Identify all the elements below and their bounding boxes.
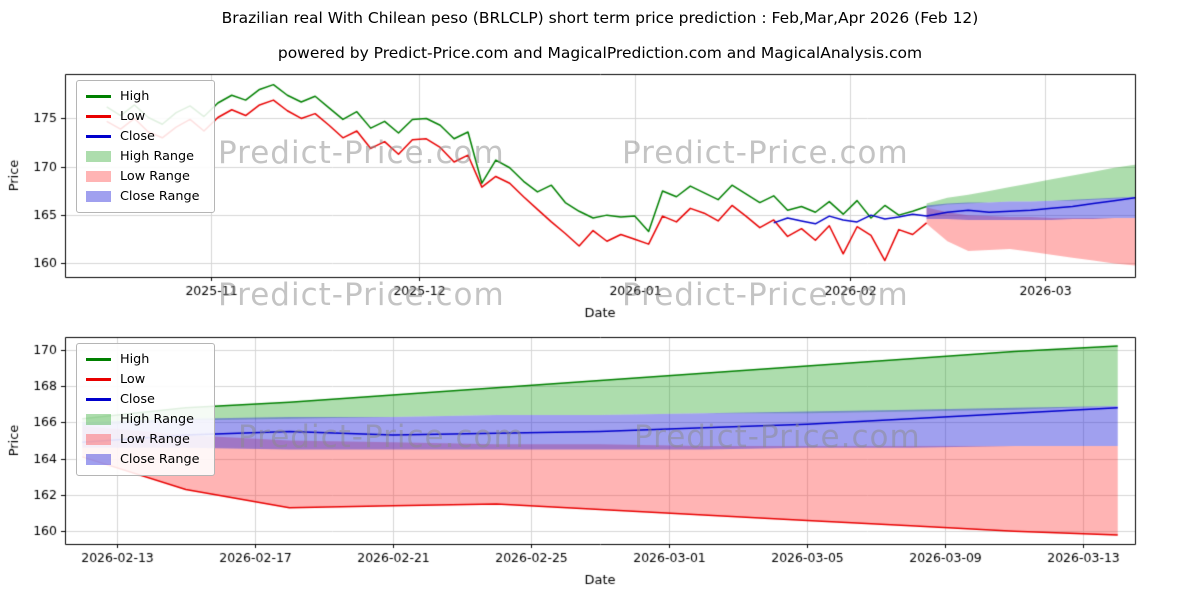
legend-item: Low Range — [86, 169, 200, 184]
legend-item: Close — [86, 392, 200, 407]
legend-item: High Range — [86, 149, 200, 164]
legend-item: Low — [86, 109, 200, 124]
legend-label: Low — [120, 372, 146, 387]
chart-subtitle: powered by Predict-Price.com and Magical… — [277, 44, 923, 62]
close-range-swatch — [86, 454, 111, 465]
legend-item: High — [86, 89, 200, 104]
legend-label: High — [120, 352, 150, 367]
low-range-swatch — [86, 171, 111, 182]
legend-item: Close Range — [86, 189, 200, 204]
legend-label: High Range — [120, 412, 195, 427]
legend-label: Low — [120, 109, 146, 124]
low-line-swatch — [86, 378, 111, 381]
close-line-swatch — [86, 398, 111, 401]
high-line-swatch — [86, 95, 111, 98]
legend-label: Low Range — [120, 432, 190, 447]
legend-item: High — [86, 352, 200, 367]
legend-label: High — [120, 89, 150, 104]
legend-top-chart: High Low Close High Range Low Range Clos… — [76, 80, 215, 213]
legend-item: Close Range — [86, 452, 200, 467]
low-line-swatch — [86, 115, 111, 118]
legend-label: Close Range — [120, 452, 200, 467]
legend-label: Close Range — [120, 189, 200, 204]
chart-title: Brazilian real With Chilean peso (BRLCLP… — [221, 9, 979, 27]
legend-label: Close — [120, 129, 155, 144]
legend-item: Low Range — [86, 432, 200, 447]
legend-bottom-chart: High Low Close High Range Low Range Clos… — [76, 343, 215, 476]
legend-label: Low Range — [120, 169, 190, 184]
high-line-swatch — [86, 358, 111, 361]
high-range-swatch — [86, 414, 111, 425]
legend-item: Low — [86, 372, 200, 387]
low-range-swatch — [86, 434, 111, 445]
legend-label: High Range — [120, 149, 195, 164]
close-range-swatch — [86, 191, 111, 202]
close-line-swatch — [86, 135, 111, 138]
high-range-swatch — [86, 151, 111, 162]
legend-item: High Range — [86, 412, 200, 427]
legend-label: Close — [120, 392, 155, 407]
legend-item: Close — [86, 129, 200, 144]
